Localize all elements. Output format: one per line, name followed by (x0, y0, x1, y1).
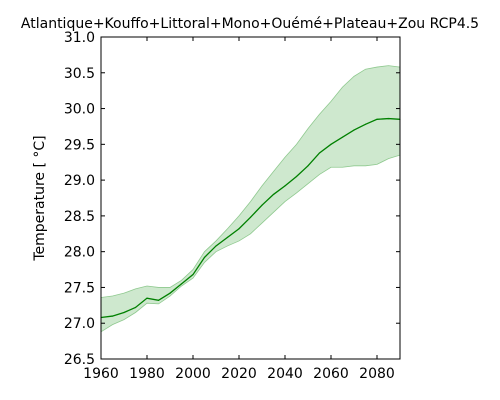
data-point (123, 311, 125, 314)
data-point (261, 204, 263, 206)
data-point (192, 273, 194, 276)
y-tick-label: 26.5 (64, 352, 95, 368)
y-axis: 26.5 27.0 27.5 28.0 28.5 29.0 29.5 30.0 30.5 31.0 (64, 30, 400, 368)
x-tick-label: 2060 (313, 366, 349, 382)
data-point (364, 123, 367, 125)
data-point (203, 256, 206, 258)
y-tick-label: 29.5 (64, 137, 95, 153)
y-tick-label: 29.0 (64, 173, 95, 189)
y-tick-label: 30.0 (64, 102, 95, 118)
x-tick-label: 2020 (221, 366, 257, 382)
data-point (180, 283, 183, 285)
data-point (157, 299, 160, 301)
data-point (169, 292, 171, 294)
data-point (307, 165, 309, 167)
data-point (330, 143, 332, 145)
data-point (272, 193, 275, 196)
data-point (215, 245, 217, 247)
data-point (387, 117, 390, 120)
y-tick-label: 27.5 (64, 280, 95, 296)
data-point (341, 136, 344, 138)
data-point (226, 236, 229, 238)
y-tick-label: 27.0 (64, 316, 95, 332)
x-tick-label: 1980 (129, 366, 165, 382)
y-tick-label: 28.5 (64, 209, 95, 225)
data-point (376, 118, 378, 120)
data-point (318, 152, 321, 154)
data-point (353, 129, 355, 131)
data-point (249, 216, 252, 218)
y-tick-label: 31.0 (64, 30, 95, 46)
uncertainty-band (100, 65, 401, 333)
plot-frame (100, 36, 401, 360)
data-point (238, 228, 240, 230)
chart-title: Atlantique+Kouffo+Littoral+Mono+Ouémé+Pl… (21, 16, 479, 32)
x-axis: 1960 1980 2000 2020 2040 2060 2080 (83, 37, 395, 382)
data-point (284, 185, 286, 187)
x-tick-label: 2080 (359, 366, 395, 382)
data-point (295, 175, 298, 178)
y-tick-label: 28.0 (64, 245, 95, 261)
y-axis-label: Temperature [ °C] (32, 135, 48, 261)
data-point (134, 306, 137, 309)
x-tick-label: 2040 (267, 366, 303, 382)
data-point (146, 297, 148, 299)
x-tick-label: 1960 (83, 366, 119, 382)
y-tick-label: 30.5 (64, 66, 95, 82)
x-tick-label: 2000 (175, 366, 211, 382)
plot-area (100, 36, 401, 360)
data-point (111, 315, 114, 317)
